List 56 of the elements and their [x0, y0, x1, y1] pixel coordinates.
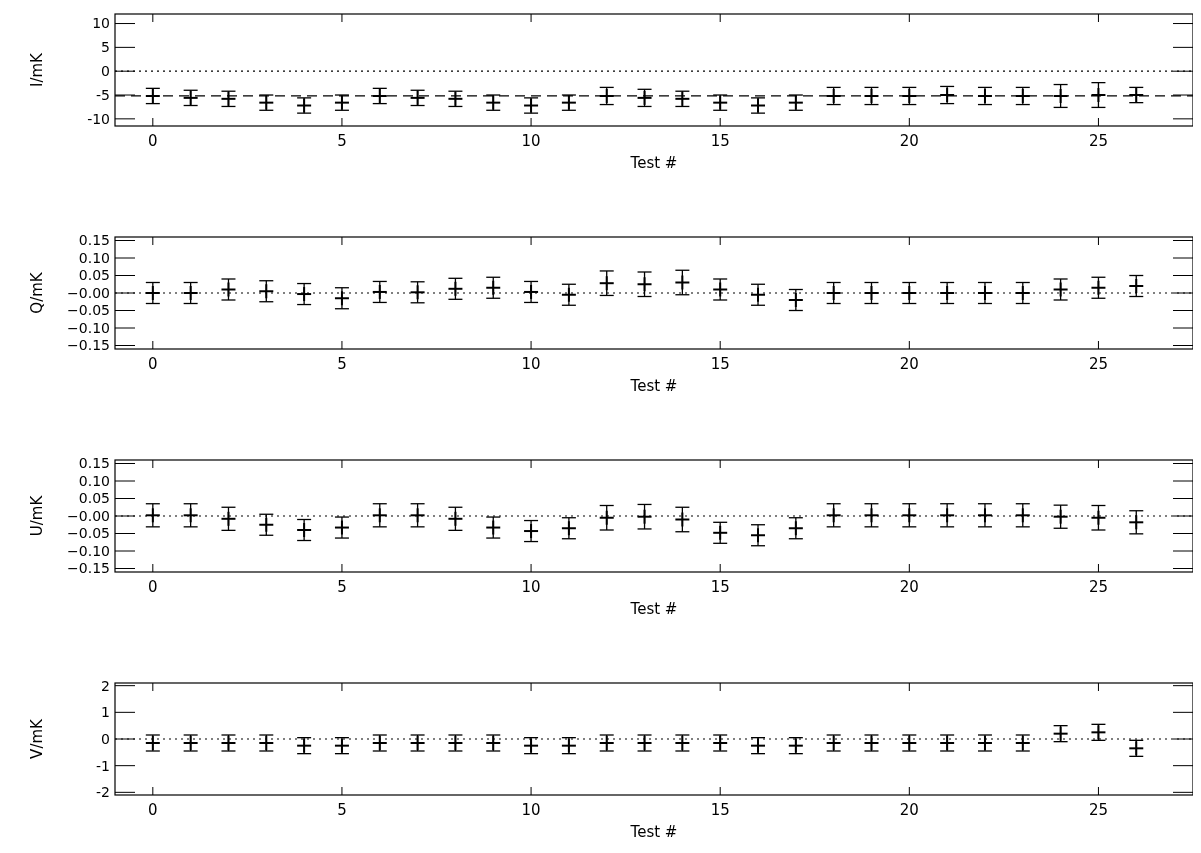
x-tick-label: 25 [1088, 132, 1108, 150]
y-tick-label: 2 [101, 677, 110, 694]
y-axis-title: V/mK [28, 717, 46, 759]
y-axis-title: U/mK [28, 494, 46, 537]
x-tick-label: 15 [710, 132, 730, 150]
y-tick-label: -5 [96, 86, 110, 103]
x-tick-label: 0 [148, 132, 158, 150]
x-tick-label: 15 [710, 578, 730, 596]
x-tick-label: 0 [148, 355, 158, 373]
x-tick-label: 25 [1088, 355, 1108, 373]
x-tick-label: 5 [337, 355, 347, 373]
x-tick-label: 10 [521, 355, 541, 373]
x-tick-label: 20 [899, 132, 919, 150]
y-tick-label: 0 [101, 730, 110, 747]
y-tick-label: 0.05 [78, 490, 110, 507]
x-tick-label: 15 [710, 355, 730, 373]
x-tick-label: 20 [899, 578, 919, 596]
x-tick-label: 5 [337, 578, 347, 596]
y-tick-label: 0.05 [78, 267, 110, 284]
y-tick-label: −0.15 [67, 337, 110, 354]
y-tick-label: 0.10 [78, 249, 110, 266]
y-axis-title: I/mK [28, 51, 46, 87]
x-tick-label: 0 [148, 578, 158, 596]
y-tick-label: -2 [96, 784, 110, 801]
x-tick-label: 5 [337, 132, 347, 150]
x-tick-label: 10 [521, 801, 541, 819]
y-tick-label: 0.15 [78, 455, 110, 472]
x-axis-title: Test # [629, 154, 678, 172]
y-tick-label: 10 [92, 15, 110, 32]
y-tick-label: 5 [101, 39, 110, 56]
y-tick-label: 0.10 [78, 472, 110, 489]
y-tick-label: −0.10 [67, 319, 110, 336]
x-tick-label: 0 [148, 801, 158, 819]
y-tick-label: −0.00 [67, 284, 110, 301]
x-tick-label: 10 [521, 578, 541, 596]
y-axis-title: Q/mK [28, 271, 46, 314]
y-tick-label: −0.05 [67, 302, 110, 319]
y-tick-label: 1 [101, 704, 110, 721]
x-tick-label: 25 [1088, 578, 1108, 596]
y-tick-label: −0.05 [67, 525, 110, 542]
y-tick-label: -10 [87, 110, 110, 127]
x-axis-title: Test # [629, 377, 678, 395]
x-tick-label: 20 [899, 801, 919, 819]
x-tick-label: 25 [1088, 801, 1108, 819]
y-tick-label: 0 [101, 63, 110, 80]
x-axis-title: Test # [629, 823, 678, 841]
y-tick-label: 0.15 [78, 232, 110, 249]
x-tick-label: 10 [521, 132, 541, 150]
x-tick-label: 5 [337, 801, 347, 819]
x-tick-label: 20 [899, 355, 919, 373]
x-tick-label: 15 [710, 801, 730, 819]
y-tick-label: −0.15 [67, 560, 110, 577]
y-tick-label: −0.10 [67, 542, 110, 559]
x-axis-title: Test # [629, 600, 678, 618]
y-tick-label: −0.00 [67, 507, 110, 524]
y-tick-label: -1 [96, 757, 110, 774]
